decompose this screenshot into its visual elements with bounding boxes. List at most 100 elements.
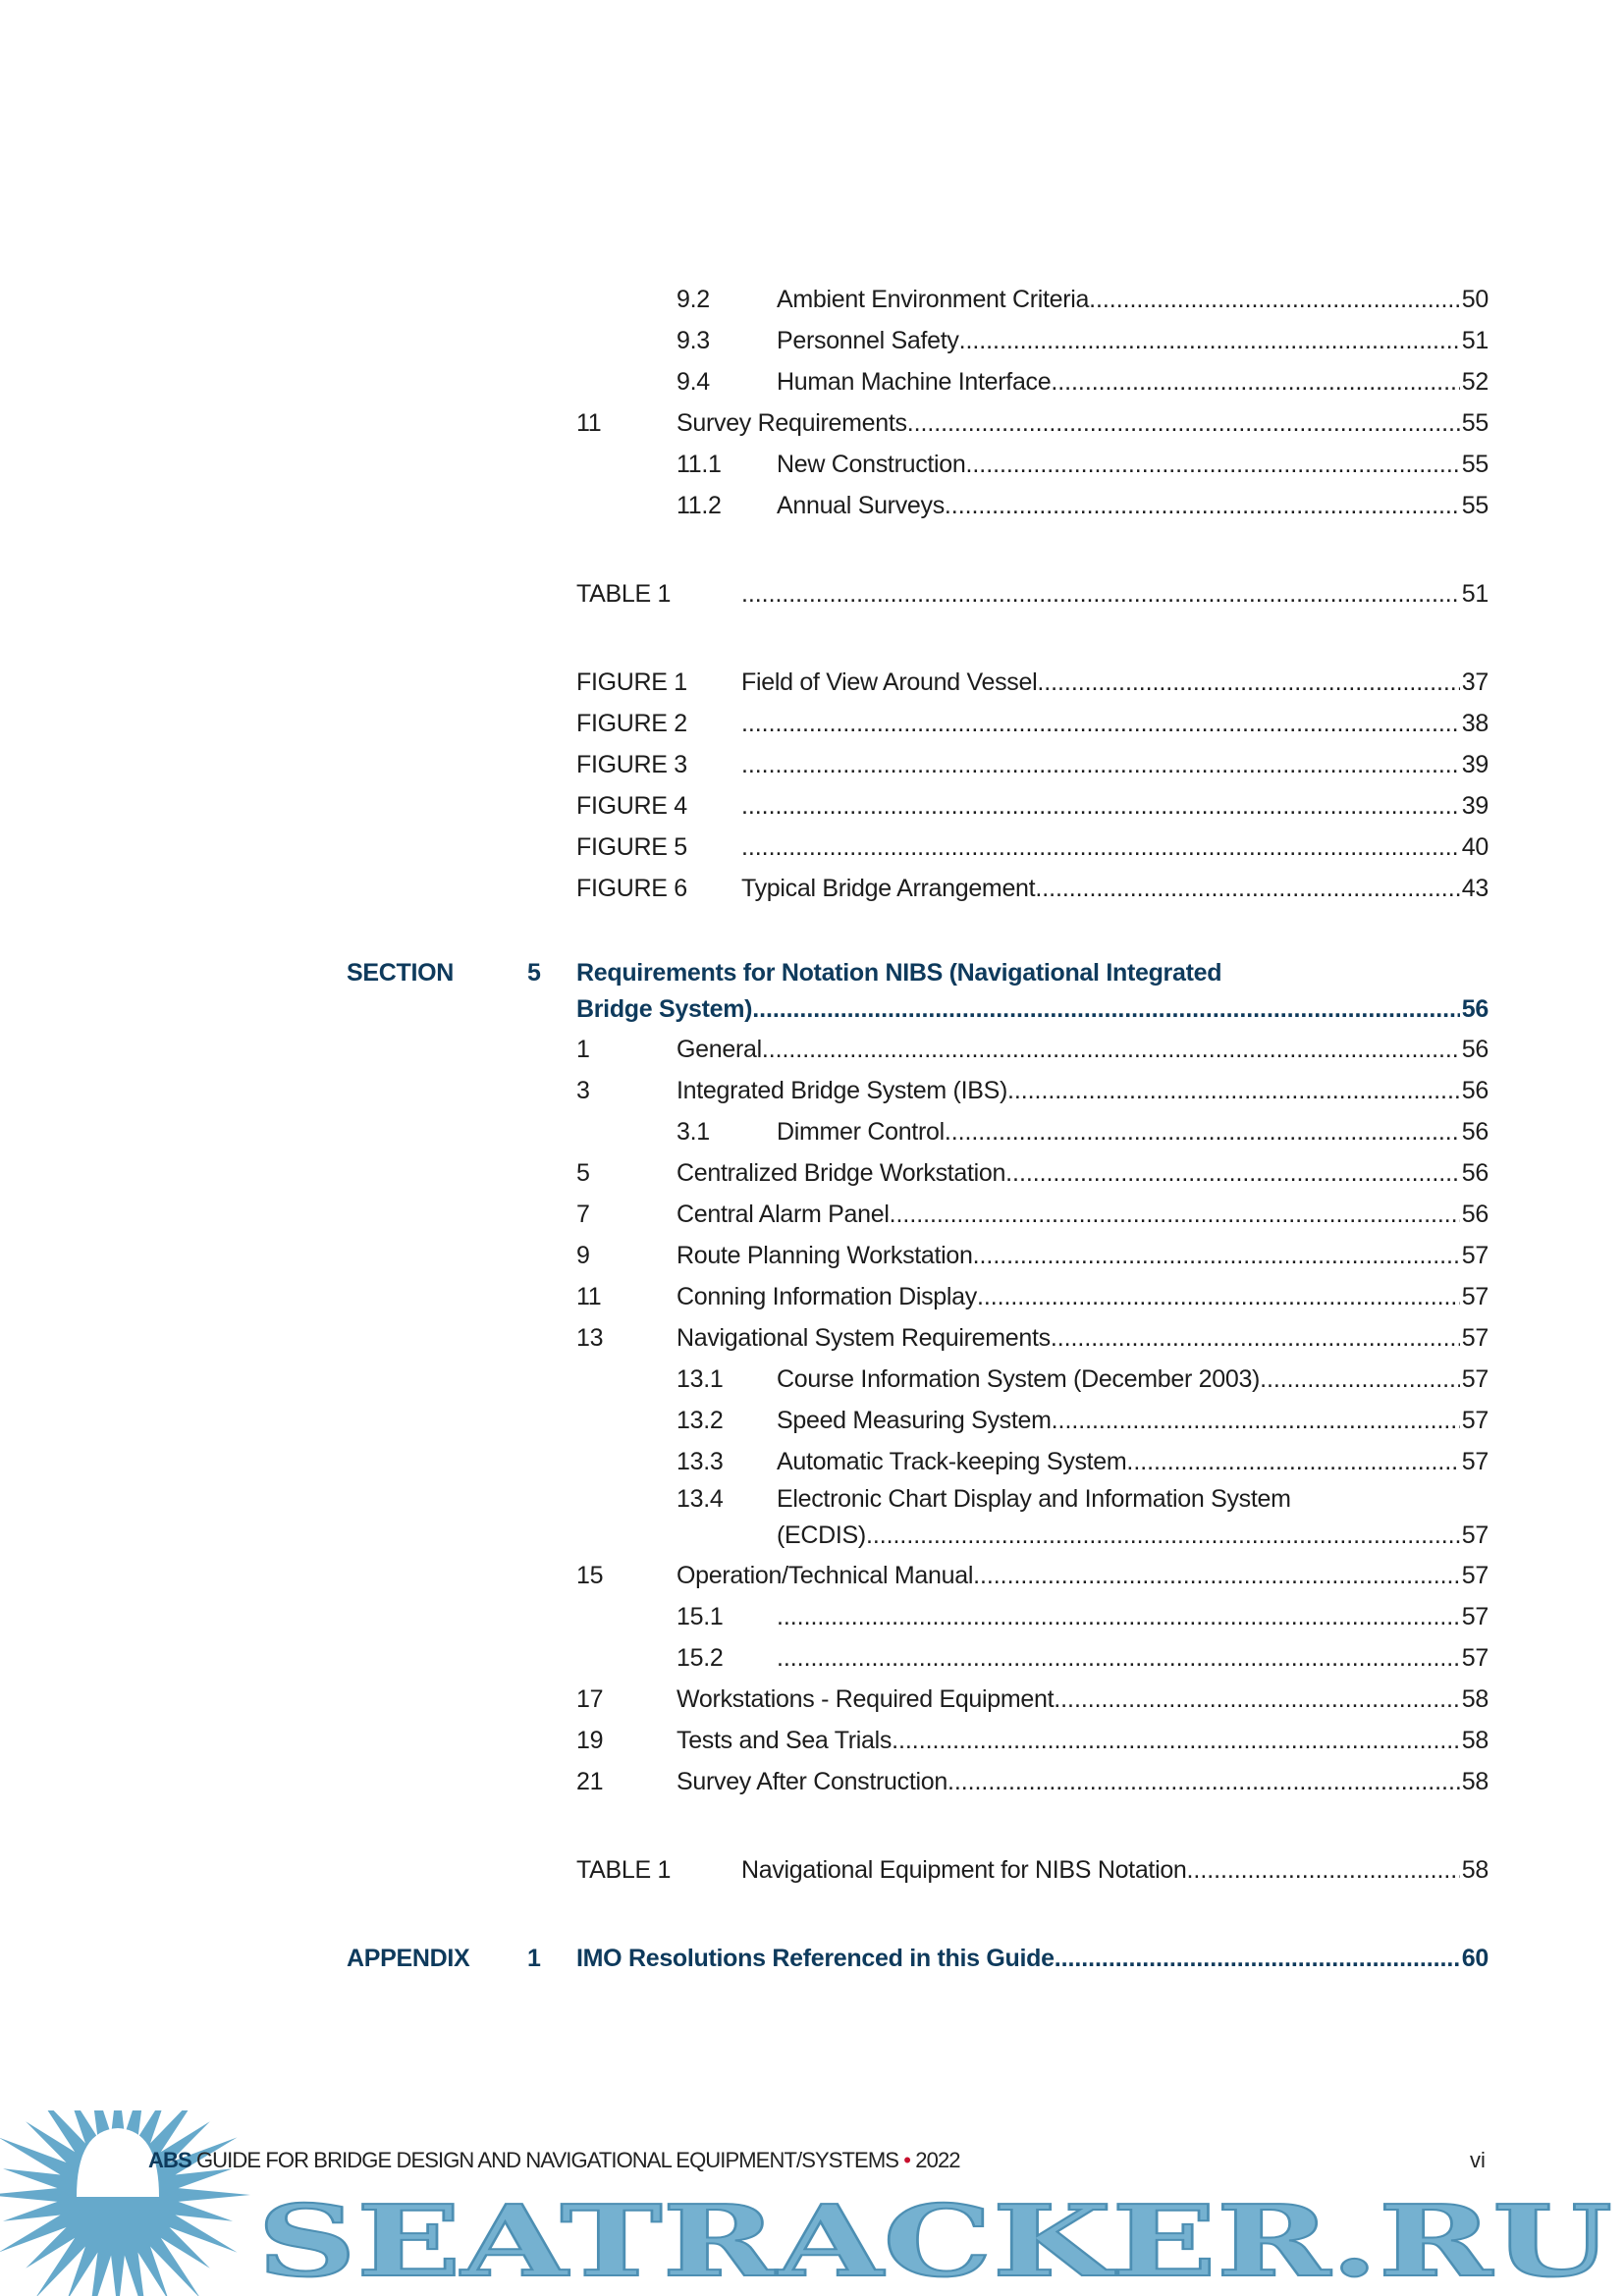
entry-line: 57	[777, 1596, 1489, 1637]
entry-line: Annual Surveys 55	[777, 485, 1489, 526]
entry-page: 40	[1461, 833, 1489, 861]
entry-page: 50	[1461, 286, 1489, 313]
entry-line: Dimmer Control 56	[777, 1111, 1489, 1152]
toc-entry[interactable]: 9 Route Planning Workstation 57	[0, 1235, 1624, 1276]
toc-entry[interactable]: FIGURE 2 38	[0, 703, 1624, 744]
entry-line: (ECDIS) 57	[777, 1519, 1489, 1553]
entry-page: 52	[1461, 368, 1489, 396]
toc-entry[interactable]: 3 Integrated Bridge System (IBS) 56	[0, 1070, 1624, 1111]
entry-number: FIGURE 4	[576, 792, 687, 820]
entry-number: 13.3	[677, 1448, 724, 1475]
entry-page: 58	[1461, 1685, 1489, 1713]
entry-page: 56	[1461, 995, 1489, 1023]
entry-title: Field of View Around Vessel	[741, 668, 1038, 696]
dot-leader	[762, 1029, 1460, 1070]
toc-entry[interactable]: 11.2 Annual Surveys 55	[0, 485, 1624, 526]
entry-number: 7	[576, 1201, 590, 1228]
toc-entry[interactable]: TABLE 1 51	[0, 573, 1624, 614]
entry-page: 57	[1461, 1407, 1489, 1434]
entry-number: 13	[576, 1324, 604, 1352]
toc-entry[interactable]: 11 Survey Requirements 55	[0, 402, 1624, 444]
entry-line: Bridge System) 56	[576, 992, 1489, 1027]
toc-entry[interactable]: FIGURE 3 39	[0, 744, 1624, 785]
toc-entry[interactable]: 15.2 57	[0, 1637, 1624, 1679]
entry-line: Field of View Around Vessel 37	[741, 662, 1489, 703]
toc-entry[interactable]: FIGURE 5 40	[0, 827, 1624, 868]
entry-page: 58	[1461, 1727, 1489, 1754]
entry-page: 58	[1461, 1856, 1489, 1884]
entry-page: 38	[1461, 710, 1489, 737]
entry-title: Central Alarm Panel	[677, 1201, 890, 1228]
entry-page: 57	[1461, 1365, 1489, 1393]
entry-page: 57	[1461, 1522, 1489, 1549]
toc-entry[interactable]: 17 Workstations - Required Equipment 58	[0, 1679, 1624, 1720]
toc-group: 9.2 Ambient Environment Criteria 50 9.3 Pers…	[0, 279, 1624, 526]
toc-entry[interactable]: 21 Survey After Construction 58	[0, 1761, 1624, 1802]
entry-number: 9	[576, 1242, 590, 1269]
entry-title: Operation/Technical Manual	[677, 1562, 974, 1589]
entry-number: 1	[527, 1945, 541, 1972]
entry-line: Automatic Track-keeping System 57	[777, 1441, 1489, 1482]
entry-page: 51	[1461, 580, 1489, 608]
toc-entry[interactable]: 13.4 Electronic Chart Display and Informa…	[0, 1482, 1624, 1555]
entry-title: Ambient Environment Criteria	[777, 286, 1090, 313]
toc-entry[interactable]: 15.1 57	[0, 1596, 1624, 1637]
entry-number: 9.4	[677, 368, 710, 396]
toc-entry[interactable]: 3.1 Dimmer Control 56	[0, 1111, 1624, 1152]
entry-line: 51	[741, 573, 1489, 614]
entry-line: Ambient Environment Criteria 50	[777, 279, 1489, 320]
entry-title: Personnel Safety	[777, 327, 959, 354]
entry-title: Course Information System (December 2003…	[777, 1365, 1261, 1393]
dot-leader	[1052, 1400, 1460, 1441]
entry-page: 58	[1461, 1768, 1489, 1795]
toc-entry[interactable]: 9.3 Personnel Safety 51	[0, 320, 1624, 361]
entry-number: TABLE 1	[576, 580, 672, 608]
entry-number: FIGURE 2	[576, 710, 687, 737]
toc-entry[interactable]: 13.2 Speed Measuring System 57	[0, 1400, 1624, 1441]
entry-line: Tests and Sea Trials 58	[677, 1720, 1489, 1761]
dot-leader	[752, 992, 1460, 1027]
toc-entry[interactable]: 9.2 Ambient Environment Criteria 50	[0, 279, 1624, 320]
dot-leader	[959, 320, 1460, 361]
entry-page: 57	[1461, 1283, 1489, 1310]
dot-leader	[907, 402, 1460, 444]
entry-page: 57	[1461, 1324, 1489, 1352]
toc-entry[interactable]: 19 Tests and Sea Trials 58	[0, 1720, 1624, 1761]
toc-entry[interactable]: TABLE 1 Navigational Equipment for NIBS N…	[0, 1849, 1624, 1891]
page-number: vi	[1470, 2148, 1486, 2172]
dot-leader	[1187, 1849, 1460, 1891]
table-of-contents: 9.2 Ambient Environment Criteria 50 9.3 Pers…	[0, 279, 1624, 1979]
entry-line: 39	[741, 785, 1489, 827]
dot-leader	[1260, 1359, 1460, 1400]
dot-leader	[741, 785, 1460, 827]
toc-entry[interactable]: FIGURE 1 Field of View Around Vessel 37	[0, 662, 1624, 703]
toc-entry[interactable]: 7 Central Alarm Panel 56	[0, 1194, 1624, 1235]
toc-entry[interactable]: 13.1 Course Information System (December …	[0, 1359, 1624, 1400]
entry-page: 55	[1461, 451, 1489, 478]
entry-number: 11	[576, 1283, 602, 1310]
toc-entry[interactable]: 9.4 Human Machine Interface 52	[0, 361, 1624, 402]
toc-entry[interactable]: 5 Centralized Bridge Workstation 56	[0, 1152, 1624, 1194]
toc-section-entry[interactable]: SECTION 5 Requirements for Notation NIBS (…	[0, 956, 1624, 1029]
toc-entry[interactable]: 1 General 56	[0, 1029, 1624, 1070]
toc-entry[interactable]: 11.1 New Construction 55	[0, 444, 1624, 485]
entry-page: 56	[1461, 1036, 1489, 1063]
toc-entry[interactable]: 11 Conning Information Display 57	[0, 1276, 1624, 1317]
toc-entry[interactable]: 13.3 Automatic Track-keeping System 57	[0, 1441, 1624, 1482]
entry-page: 55	[1461, 492, 1489, 519]
dot-leader	[1051, 361, 1459, 402]
entry-title: (ECDIS)	[777, 1522, 866, 1549]
entry-page: 37	[1461, 668, 1489, 696]
toc-entry[interactable]: 13 Navigational System Requirements 57	[0, 1317, 1624, 1359]
toc-entry[interactable]: FIGURE 4 39	[0, 785, 1624, 827]
entry-line: 40	[741, 827, 1489, 868]
entry-page: 43	[1461, 875, 1489, 902]
toc-entry[interactable]: 15 Operation/Technical Manual 57	[0, 1555, 1624, 1596]
entry-page: 57	[1461, 1448, 1489, 1475]
toc-section-entry[interactable]: APPENDIX 1 IMO Resolutions Referenced in t…	[0, 1938, 1624, 1979]
entry-number: 9.2	[677, 286, 710, 313]
entry-line: Course Information System (December 2003…	[777, 1359, 1489, 1400]
dot-leader	[973, 1555, 1460, 1596]
entry-number: 17	[576, 1685, 604, 1713]
toc-entry[interactable]: FIGURE 6 Typical Bridge Arrangement 43	[0, 868, 1624, 909]
